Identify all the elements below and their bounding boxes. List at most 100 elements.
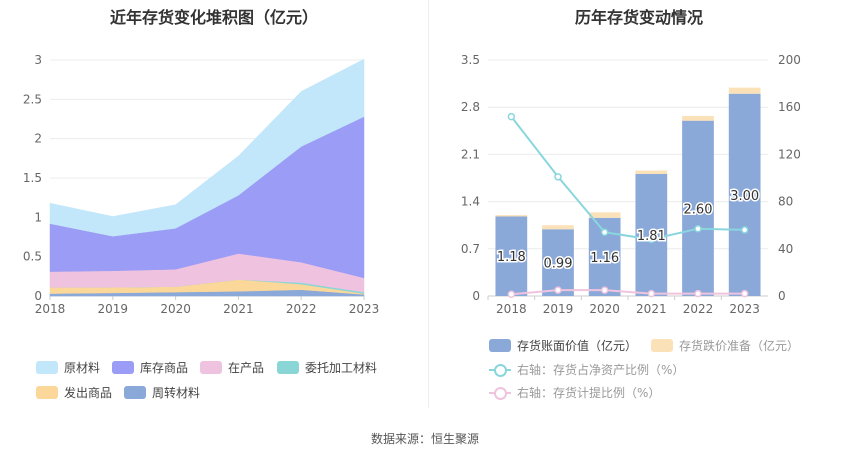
legend-line-marker (489, 386, 511, 400)
line-point (507, 290, 516, 298)
bar-impairment (588, 212, 621, 218)
left-chart-title: 近年存货变化堆积图（亿元） (109, 8, 318, 27)
legend-label: 存货跌价准备（亿元） (679, 339, 800, 353)
legend-swatch (36, 386, 58, 399)
legend-label: 委托加工材料 (305, 361, 378, 375)
data-label: 3.00 (730, 189, 759, 204)
legend-line-marker (489, 363, 511, 377)
data-source: 数据来源：恒生聚源 (370, 432, 479, 446)
legend-item[interactable]: 库存商品 (112, 359, 188, 376)
legend-label: 右轴：存货计提比例（%） (517, 386, 661, 400)
line-point (554, 286, 562, 294)
legend-item[interactable]: 右轴：存货计提比例（%） (489, 384, 660, 401)
legend-item[interactable]: 委托加工材料 (277, 359, 377, 376)
legend-label: 原材料 (64, 361, 101, 375)
x-tick-label: 2022 (286, 302, 317, 316)
legend-label: 右轴：存货占净资产比例（%） (517, 363, 685, 377)
data-label: 2.60 (684, 202, 713, 217)
panel-divider (428, 0, 429, 408)
data-label-halo: 1.16 (590, 251, 619, 266)
y-tick-label: 0.5 (23, 250, 42, 264)
data-label-halo: 0.99 (544, 257, 573, 272)
y-tick-label: 2 (34, 132, 42, 146)
x-tick-label: 2023 (349, 302, 380, 316)
legend-label: 存货账面价值（亿元） (517, 339, 638, 353)
legend-swatch (112, 361, 134, 374)
line-ratio-net-assets (510, 115, 745, 241)
bar-book-value (728, 93, 761, 296)
legend-label: 在产品 (228, 361, 265, 375)
legend-item[interactable]: 周转材料 (124, 384, 200, 401)
y-tick-label: 2.5 (23, 92, 42, 106)
y-tick-label: 0 (472, 289, 480, 303)
y-tick-label: 0.7 (461, 242, 480, 256)
data-label-halo: 2.60 (684, 202, 713, 217)
legend-line-dot (494, 387, 507, 400)
x-tick-label: 2019 (98, 302, 129, 316)
x-tick-label: 2021 (223, 302, 254, 316)
legend-item[interactable]: 存货跌价准备（亿元） (651, 337, 799, 354)
legend-line-dot (494, 364, 507, 377)
y2-tick-label: 40 (778, 242, 793, 256)
legend-item[interactable]: 原材料 (36, 359, 100, 376)
line-point (554, 173, 562, 181)
line-point (507, 112, 516, 121)
bar-book-value (682, 120, 714, 296)
y-tick-label: 3.5 (461, 53, 480, 67)
y2-tick-label: 0 (778, 289, 786, 303)
data-label: 1.16 (590, 251, 619, 266)
legend-label: 发出商品 (64, 386, 113, 400)
bar-book-value (542, 229, 574, 296)
legend-label: 库存商品 (140, 361, 189, 375)
legend-item[interactable]: 在产品 (200, 359, 264, 376)
y-tick-label: 2.8 (461, 100, 480, 114)
inventory-bar-line-chart: 0 0.7 1.4 2.1 2.8 3.5 0 40 80 120 160 200 2018 2019 20… (461, 53, 801, 316)
legend-item[interactable]: 右轴：存货占净资产比例（%） (489, 361, 684, 378)
legend-swatch (36, 361, 58, 374)
line-point (694, 289, 702, 298)
bar-impairment (635, 170, 668, 174)
y2-tick-label: 80 (778, 195, 793, 209)
line-point (600, 286, 609, 294)
x-tick-label: 2023 (729, 302, 760, 316)
legend-item[interactable]: 发出商品 (36, 384, 112, 401)
line-provision-ratio (511, 289, 745, 296)
x-tick-label: 2018 (496, 302, 527, 316)
legend-swatch (277, 361, 299, 374)
x-tick-label: 2022 (683, 302, 714, 316)
data-label-halo: 1.18 (497, 250, 526, 265)
line-point (600, 228, 609, 237)
legend-swatch (200, 361, 222, 374)
bar-book-value (635, 173, 668, 296)
bar-impairment (542, 225, 574, 230)
legend-label: 周转材料 (152, 386, 201, 400)
y-tick-label: 1.4 (461, 195, 480, 209)
bar-impairment (495, 215, 528, 217)
line-point (647, 289, 656, 298)
bar-impairment (682, 115, 714, 121)
legend-item[interactable]: 存货账面价值（亿元） (489, 337, 637, 354)
bar-impairment (728, 87, 761, 94)
data-label: 1.81 (637, 229, 666, 244)
y2-tick-label: 160 (778, 100, 801, 114)
legend-swatch (124, 386, 146, 399)
y-tick-label: 1.5 (23, 171, 42, 185)
area-series-539f67506599 (49, 58, 365, 237)
y-tick-label: 0 (34, 289, 42, 303)
bar-book-value (495, 216, 528, 296)
x-tick-label: 2018 (35, 302, 66, 316)
y-tick-label: 3 (34, 53, 42, 67)
right-chart-title: 历年存货变动情况 (574, 8, 703, 27)
line-point (740, 289, 749, 298)
y2-tick-label: 200 (778, 53, 801, 67)
y2-tick-label: 120 (778, 147, 801, 161)
x-tick-label: 2021 (636, 302, 667, 316)
data-label-halo: 3.00 (730, 189, 759, 204)
x-tick-label: 2020 (160, 302, 191, 316)
stacked-area-chart: 0 0.5 1 1.5 2 2.5 3 2018 2019 2020 2021 2022 2023 (23, 53, 380, 316)
y-tick-label: 1 (34, 210, 42, 224)
line-point (647, 235, 656, 244)
legend-swatch (651, 339, 673, 352)
data-label: 0.99 (544, 257, 573, 272)
